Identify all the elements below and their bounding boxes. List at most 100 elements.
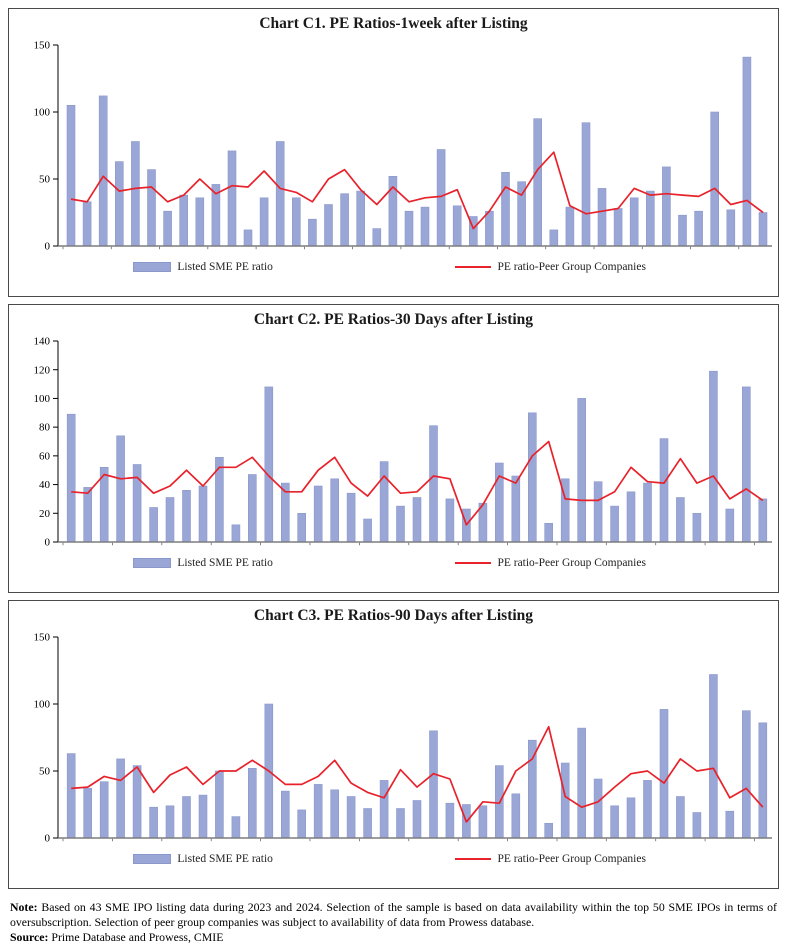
pe-ratio-bar <box>436 149 446 247</box>
pe-ratio-bar <box>66 753 76 839</box>
chart-c1-title: Chart C1. PE Ratios-1week after Listing <box>259 15 528 32</box>
source-text: Prime Database and Prowess, CMIE <box>51 930 224 945</box>
pe-ratio-bar <box>248 474 257 543</box>
chart-svg: 0 20 40 60 80 100 120 140 <box>34 336 772 549</box>
bar-series-swatch <box>133 558 172 568</box>
chart-c2-title: Chart C2. PE Ratios-30 Days after Listin… <box>253 311 534 328</box>
legend-item-line: PE ratio-Peer Group Companies <box>455 853 646 865</box>
pe-ratio-bar <box>742 56 752 247</box>
pe-ratio-bar <box>629 197 639 247</box>
pe-ratio-bar <box>83 788 92 839</box>
pe-ratio-bar <box>452 205 462 247</box>
pe-ratio-bar <box>560 762 570 839</box>
pe-ratio-bar <box>115 161 124 247</box>
pe-ratio-bar <box>308 218 317 247</box>
peer-group-pe-line <box>71 440 764 526</box>
pe-ratio-bar <box>291 197 301 247</box>
pe-ratio-bar <box>692 812 702 839</box>
chart-c3-title: Chart C3. PE Ratios-90 Days after Listin… <box>253 607 534 624</box>
chart-c3-legend: Listed SME PE ratio PE ratio-Peer Group … <box>11 853 776 865</box>
pe-ratio-bar <box>511 475 521 543</box>
legend-item-bars: Listed SME PE ratio <box>133 853 273 865</box>
pe-ratio-bar <box>231 524 241 543</box>
note-text: Based on 43 SME IPO listing data during … <box>10 900 777 930</box>
source-paragraph: Source: Prime Database and Prowess, CMIE <box>10 930 777 945</box>
pe-ratio-bar <box>758 722 768 839</box>
pe-ratio-bar <box>66 413 76 543</box>
pe-ratio-bar <box>179 194 188 247</box>
legend-item-line: PE ratio-Peer Group Companies <box>455 557 646 569</box>
pe-ratio-bar <box>420 206 430 247</box>
pe-ratio-bar <box>758 212 768 247</box>
bar-series-label: Listed SME PE ratio <box>177 261 273 273</box>
chart-c1-plot: 0 50 100 150 <box>11 35 776 261</box>
pe-ratio-bar <box>330 789 340 839</box>
pe-ratio-bar <box>132 464 142 543</box>
y-tick-label: 20 <box>39 508 51 520</box>
chart-c3-plot: 0 50 100 150 <box>11 627 776 853</box>
pe-ratio-bar <box>182 490 191 543</box>
pe-ratio-bar <box>643 780 652 839</box>
pe-ratio-bar <box>593 778 603 839</box>
y-tick-label: 0 <box>45 241 51 253</box>
pe-ratio-bar <box>565 206 575 247</box>
pe-ratio-bar <box>494 462 504 543</box>
pe-ratio-bar <box>577 727 587 839</box>
line-series-swatch <box>455 858 492 860</box>
pe-ratio-bar <box>404 210 414 247</box>
note-paragraph: Note: Based on 43 SME IPO listing data d… <box>10 900 777 930</box>
pe-ratio-bar <box>725 810 735 839</box>
pe-ratio-bar <box>132 765 142 839</box>
pe-ratio-bar <box>758 498 768 543</box>
pe-ratio-bar <box>363 518 372 543</box>
pe-ratio-bar <box>412 800 422 839</box>
line-series-swatch <box>455 562 492 564</box>
pe-ratio-bar <box>581 122 591 247</box>
y-tick-label: 140 <box>34 336 51 348</box>
pe-ratio-bar <box>676 497 685 543</box>
pe-ratio-bar <box>99 781 109 839</box>
pe-ratio-bar <box>165 805 175 839</box>
pe-ratio-bar <box>593 481 603 543</box>
pe-ratio-bar <box>149 806 158 839</box>
pe-ratio-bar <box>396 505 405 543</box>
pe-ratio-bar <box>511 793 521 839</box>
pe-ratio-bar <box>195 197 205 247</box>
pe-ratio-bar <box>662 166 671 247</box>
chart-svg: 0 50 100 150 <box>34 632 772 845</box>
bar-series-label: Listed SME PE ratio <box>177 853 273 865</box>
pe-ratio-bar <box>275 141 285 247</box>
pe-ratio-bar <box>313 784 323 839</box>
y-tick-label: 40 <box>39 479 51 491</box>
pe-ratio-bar <box>330 478 340 543</box>
pe-ratio-bar <box>626 797 636 839</box>
pe-ratio-bar <box>163 210 172 247</box>
pe-ratio-bar <box>324 204 333 247</box>
pe-ratio-bar <box>182 796 191 839</box>
peer-group-pe-line <box>70 151 764 230</box>
pe-ratio-bar <box>259 197 269 247</box>
pe-ratio-bar <box>610 505 619 543</box>
pe-ratio-bar <box>501 172 510 247</box>
y-tick-label: 0 <box>45 833 51 845</box>
pe-ratio-bar <box>645 190 655 247</box>
y-tick-label: 120 <box>34 364 51 376</box>
pe-ratio-bar <box>297 513 307 543</box>
pe-ratio-bar <box>116 435 125 543</box>
pe-ratio-bar <box>692 513 702 543</box>
pe-ratio-bar <box>676 796 685 839</box>
y-tick-label: 100 <box>34 699 51 711</box>
bar-series-label: Listed SME PE ratio <box>177 557 273 569</box>
line-series-label: PE ratio-Peer Group Companies <box>497 557 646 569</box>
pe-ratio-bar <box>116 758 125 839</box>
line-series-swatch <box>455 266 492 268</box>
pe-ratio-bar <box>678 214 687 247</box>
bar-series-swatch <box>133 262 172 272</box>
pe-ratio-bar <box>544 523 554 543</box>
legend-item-bars: Listed SME PE ratio <box>133 261 273 273</box>
pe-ratio-bar <box>659 438 669 543</box>
line-series-label: PE ratio-Peer Group Companies <box>497 853 646 865</box>
pe-ratio-bar <box>725 508 735 543</box>
note-label: Note: <box>10 900 38 914</box>
pe-ratio-bar <box>372 228 382 247</box>
